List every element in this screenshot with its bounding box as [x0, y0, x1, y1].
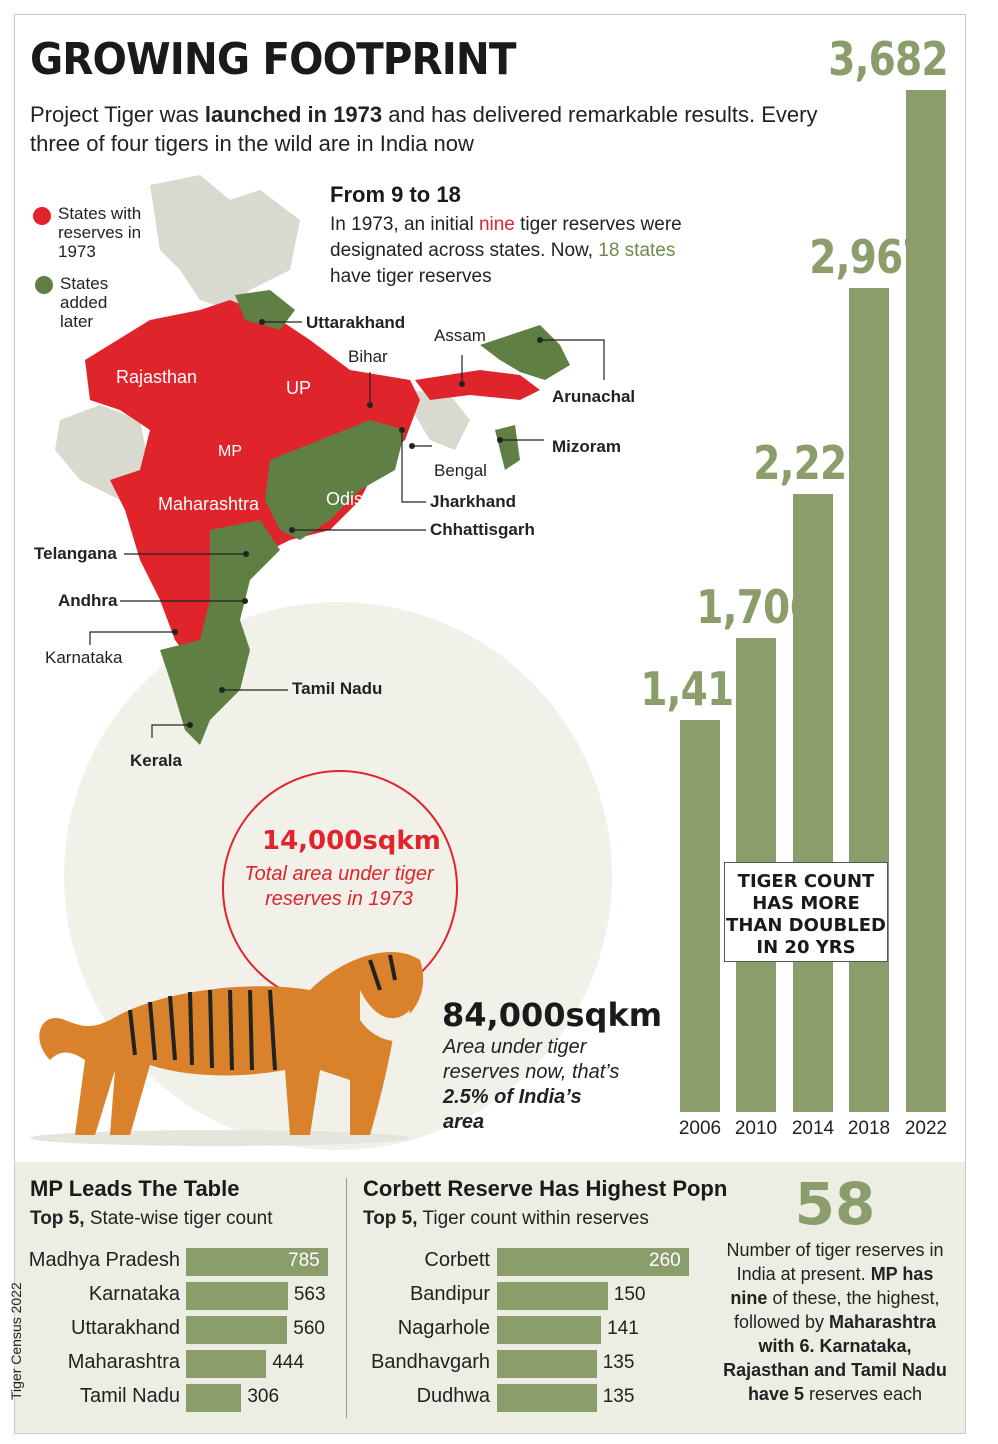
source-note: Tiger Census 2022	[8, 1282, 24, 1400]
row-label-4: Dudhwa	[416, 1385, 490, 1407]
tiger-illustration	[30, 951, 424, 1146]
reserve-table-title: Corbett Reserve Has Highest Popn	[363, 1176, 728, 1201]
label-jharkhand: Jharkhand	[430, 492, 516, 511]
row-value-0: 260	[649, 1250, 681, 1271]
row-bar-2	[186, 1316, 288, 1344]
row-value-1: 150	[613, 1284, 646, 1305]
map-green-uttarakhand	[235, 290, 295, 330]
row-label-2: Nagarhole	[397, 1317, 490, 1339]
label-rajasthan: Rajasthan	[116, 367, 198, 387]
row-value-4: 306	[247, 1386, 280, 1407]
row-label-2: Uttarakhand	[71, 1317, 180, 1339]
label-arunachal: Arunachal	[552, 387, 636, 406]
row-label-4: Tamil Nadu	[79, 1385, 180, 1407]
map-red-northeast	[415, 370, 540, 400]
map-green-central	[265, 420, 405, 540]
area-1973-text: Total area under tiger reserves in 1973	[244, 863, 434, 910]
reserve-total-description: Number of tiger reserves in India at pre…	[723, 1240, 947, 1404]
row-value-2: 141	[607, 1318, 639, 1339]
bar-value-2022: 3,682	[828, 32, 948, 86]
label-mizoram: Mizoram	[552, 437, 621, 456]
row-bar-3	[497, 1350, 597, 1378]
row-bar-4	[497, 1384, 597, 1412]
india-map	[55, 175, 570, 745]
state-table-subtitle: Top 5, State-wise tiger count	[30, 1208, 273, 1229]
bar-2006	[680, 720, 720, 1112]
label-chhattisgarh: Chhattisgarh	[430, 520, 535, 539]
map-description: In 1973, an initial nine tiger reserves …	[330, 214, 682, 287]
map-green-mizoram	[495, 425, 520, 470]
row-label-0: Corbett	[424, 1249, 490, 1271]
label-uttarakhand: Uttarakhand	[306, 313, 406, 332]
label-karnataka: Karnataka	[45, 648, 123, 667]
row-bar-0	[497, 1248, 689, 1276]
row-label-1: Bandipur	[409, 1283, 490, 1305]
bar-year-2018: 2018	[847, 1118, 891, 1139]
label-assam: Assam	[434, 326, 486, 345]
label-odisha: Odisha	[326, 489, 384, 509]
row-bar-2	[497, 1316, 602, 1344]
chart-annotation: TIGER COUNT HAS MORE THAN DOUBLED IN 20 …	[724, 862, 888, 962]
leader-lines	[89, 319, 605, 738]
bar-year-2006: 2006	[678, 1118, 722, 1139]
area-now-value: 84,000sqkm	[442, 996, 663, 1034]
bar-year-2022: 2022	[904, 1118, 948, 1139]
row-value-1: 563	[293, 1284, 326, 1305]
label-up: UP	[286, 378, 312, 398]
row-label-3: Maharashtra	[67, 1351, 180, 1373]
bottom-panel	[15, 1162, 965, 1433]
bar-year-2014: 2014	[791, 1118, 835, 1139]
label-telangana: Telangana	[34, 544, 117, 563]
reserve-table-subtitle: Top 5, Tiger count within reserves	[363, 1208, 649, 1229]
row-bar-1	[497, 1282, 608, 1310]
row-bar-1	[186, 1282, 288, 1310]
row-bar-0	[186, 1248, 328, 1276]
label-mp: MP	[218, 443, 242, 460]
bar-2018	[849, 288, 889, 1112]
bar-year-2010: 2010	[734, 1118, 778, 1139]
label-bengal: Bengal	[434, 461, 487, 480]
legend-red-dot	[33, 207, 51, 225]
area-1973-value: 14,000sqkm	[262, 826, 441, 856]
row-label-1: Karnataka	[88, 1283, 180, 1305]
state-table-title: MP Leads The Table	[30, 1176, 240, 1201]
map-grey-north	[150, 175, 300, 310]
page-subtitle: Project Tiger was launched in 1973 and h…	[30, 102, 818, 156]
row-label-3: Bandhavgarh	[371, 1351, 490, 1373]
map-red-states	[85, 300, 420, 660]
infographic-frame	[14, 14, 966, 1434]
map-green-south	[160, 520, 280, 745]
legend-red-label: States with reserves in 1973	[58, 204, 142, 261]
row-label-0: Madhya Pradesh	[28, 1249, 180, 1271]
row-bar-4	[186, 1384, 242, 1412]
label-kerala: Kerala	[130, 751, 182, 770]
label-bihar: Bihar	[348, 347, 388, 366]
row-value-2: 560	[293, 1318, 325, 1339]
label-maharashtra: Maharashtra	[158, 494, 260, 514]
map-green-northeast	[480, 325, 570, 380]
row-bar-3	[186, 1350, 267, 1378]
map-heading: From 9 to 18	[330, 182, 461, 207]
bar-2014	[793, 494, 833, 1112]
row-value-3: 135	[602, 1352, 635, 1373]
map-grey-bangladesh	[410, 390, 470, 450]
legend-green-dot	[35, 276, 53, 294]
area-now-text: Area under tiger reserves now, that’s 2.…	[443, 1036, 620, 1133]
page-title: GROWING FOOTPRINT	[30, 34, 516, 85]
panel-divider	[346, 1178, 347, 1418]
row-value-0: 785	[288, 1250, 320, 1271]
legend-green-label: States added later	[60, 274, 109, 331]
bar-2022	[906, 90, 946, 1112]
reserve-total-count: 58	[794, 1170, 876, 1238]
row-value-4: 135	[602, 1386, 635, 1407]
row-value-3: 444	[272, 1352, 305, 1373]
label-andhra: Andhra	[58, 591, 118, 610]
label-tamil-nadu: Tamil Nadu	[292, 679, 383, 698]
